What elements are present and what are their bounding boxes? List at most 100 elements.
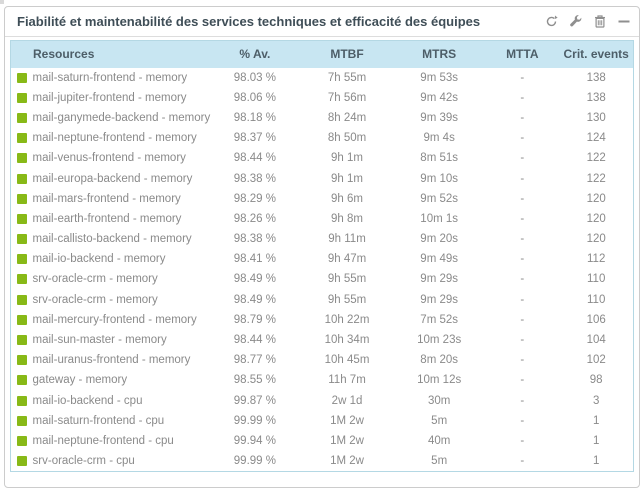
column-header-mtrs[interactable]: MTRS (393, 40, 486, 68)
crit-events-value: 122 (586, 172, 606, 185)
crit-events-value: 138 (586, 71, 606, 84)
resource-name[interactable]: srv-oracle-crm - cpu (32, 454, 135, 467)
resource-name[interactable]: gateway - memory (32, 374, 128, 387)
status-ok-icon (17, 213, 28, 224)
mtrs-value: 8m 20s (420, 354, 459, 367)
column-header-mtbf[interactable]: MTBF (300, 40, 394, 68)
resource-name[interactable]: srv-oracle-crm - memory (32, 273, 158, 286)
status-ok-icon (17, 254, 28, 265)
mtta-value: - (520, 212, 525, 225)
table-row: mail-saturn-frontend - memory 98.03 % 7h… (11, 68, 634, 88)
crit-events-value: 122 (586, 152, 606, 165)
refresh-icon[interactable] (544, 14, 559, 29)
crit-events-value: 110 (587, 293, 606, 306)
resource-name[interactable]: mail-sun-master - memory (32, 334, 167, 347)
status-ok-icon (17, 314, 28, 325)
resource-name[interactable]: mail-jupiter-frontend - memory (32, 91, 187, 104)
table-row: mail-neptune-frontend - cpu 99.94 % 1M 2… (11, 431, 634, 451)
mtbf-value: 9h 1m (331, 172, 363, 185)
mtrs-value: 10m 1s (420, 212, 459, 225)
mtrs-value: 9m 53s (420, 71, 459, 84)
availability-value: 99.99 % (233, 454, 276, 467)
column-header-crit-events[interactable]: Crit. events (559, 40, 634, 68)
resource-name[interactable]: mail-neptune-frontend - memory (32, 132, 197, 145)
status-ok-icon (17, 375, 28, 386)
mtta-value: - (520, 354, 525, 367)
column-header-availability[interactable]: % Av. (208, 40, 301, 68)
resource-name[interactable]: mail-saturn-frontend - memory (32, 71, 188, 84)
reliability-widget: Fiabilité et maintenabilité des services… (4, 6, 640, 488)
crit-events-value: 1 (592, 434, 600, 447)
mtrs-value: 9m 20s (420, 233, 459, 246)
collapse-icon[interactable] (616, 14, 631, 29)
trash-icon[interactable] (592, 14, 607, 29)
resource-name[interactable]: mail-callisto-backend - memory (32, 233, 192, 246)
resource-name[interactable]: mail-europa-backend - memory (32, 172, 193, 185)
mtbf-value: 8h 50m (327, 132, 367, 145)
mtbf-value: 10h 22m (324, 313, 370, 326)
availability-value: 98.49 % (233, 273, 276, 286)
availability-value: 98.41 % (233, 253, 276, 266)
mtta-value: - (520, 253, 525, 266)
resource-name[interactable]: mail-mars-frontend - memory (32, 192, 181, 205)
status-ok-icon (17, 72, 28, 83)
mtbf-value: 10h 45m (324, 354, 370, 367)
widget-toolbar (544, 14, 631, 29)
availability-value: 99.99 % (233, 414, 276, 427)
resource-name[interactable]: mail-ganymede-backend - memory (32, 111, 211, 124)
table-container: Resources % Av. MTBF MTRS MTTA Crit. eve… (5, 37, 639, 472)
resource-name[interactable]: mail-io-backend - cpu (32, 394, 143, 407)
mtrs-value: 5m (431, 454, 448, 467)
resource-name[interactable]: mail-venus-frontend - memory (32, 152, 186, 165)
availability-value: 98.79 % (233, 313, 276, 326)
widget-title-bar: Fiabilité et maintenabilité des services… (5, 7, 639, 37)
resource-name[interactable]: mail-neptune-frontend - cpu (32, 434, 174, 447)
mtta-value: - (520, 111, 525, 124)
availability-value: 99.94 % (233, 434, 276, 447)
resource-name[interactable]: mail-saturn-frontend - cpu (32, 414, 165, 427)
table-row: srv-oracle-crm - memory 98.49 % 9h 55m 9… (11, 290, 634, 310)
mtrs-value: 9m 42s (420, 91, 459, 104)
widget-title: Fiabilité et maintenabilité des services… (17, 14, 481, 29)
mtbf-value: 7h 55m (327, 71, 367, 84)
table-row: mail-neptune-frontend - memory 98.37 % 8… (11, 128, 634, 148)
mtta-value: - (520, 273, 525, 286)
table-row: mail-callisto-backend - memory 98.38 % 9… (11, 229, 634, 249)
mtbf-value: 1M 2w (330, 454, 364, 467)
crit-events-value: 1 (592, 454, 600, 467)
crit-events-value: 112 (587, 253, 606, 266)
mtta-value: - (520, 192, 525, 205)
table-header-row: Resources % Av. MTBF MTRS MTTA Crit. eve… (10, 40, 634, 68)
mtbf-value: 11h 7m (328, 374, 366, 387)
mtta-value: - (520, 374, 525, 387)
table-row: mail-saturn-frontend - cpu 99.99 % 1M 2w… (11, 411, 634, 431)
crit-events-value: 124 (586, 132, 606, 145)
mtrs-value: 9m 29s (420, 293, 459, 306)
availability-value: 99.87 % (233, 394, 276, 407)
status-ok-icon (17, 415, 28, 426)
mtrs-value: 8m 51s (420, 152, 459, 165)
resource-name[interactable]: mail-earth-frontend - memory (32, 212, 182, 225)
crit-events-value: 98 (589, 374, 603, 387)
column-header-mtta[interactable]: MTTA (485, 40, 560, 68)
mtrs-value: 40m (427, 434, 451, 447)
resource-name[interactable]: mail-io-backend - memory (32, 253, 166, 266)
table-body: mail-saturn-frontend - memory 98.03 % 7h… (11, 68, 634, 472)
reliability-table: Resources % Av. MTBF MTRS MTTA Crit. eve… (10, 40, 634, 472)
mtrs-value: 30m (427, 394, 451, 407)
crit-events-value: 3 (592, 394, 600, 407)
table-row: mail-sun-master - memory 98.44 % 10h 34m… (11, 330, 634, 350)
mtrs-value: 9m 52s (420, 192, 459, 205)
mtta-value: - (520, 394, 525, 407)
mtbf-value: 1M 2w (330, 434, 364, 447)
resource-name[interactable]: mail-mercury-frontend - memory (32, 313, 197, 326)
status-ok-icon (17, 294, 28, 305)
mtbf-value: 2w 1d (331, 394, 363, 407)
resource-name[interactable]: mail-uranus-frontend - memory (32, 354, 191, 367)
resource-name[interactable]: srv-oracle-crm - memory (32, 293, 158, 306)
table-row: srv-oracle-crm - cpu 99.99 % 1M 2w 5m - … (11, 451, 634, 471)
mtrs-value: 9m 49s (420, 253, 459, 266)
column-header-resources[interactable]: Resources (10, 40, 209, 68)
mtta-value: - (520, 313, 525, 326)
wrench-icon[interactable] (568, 14, 583, 29)
